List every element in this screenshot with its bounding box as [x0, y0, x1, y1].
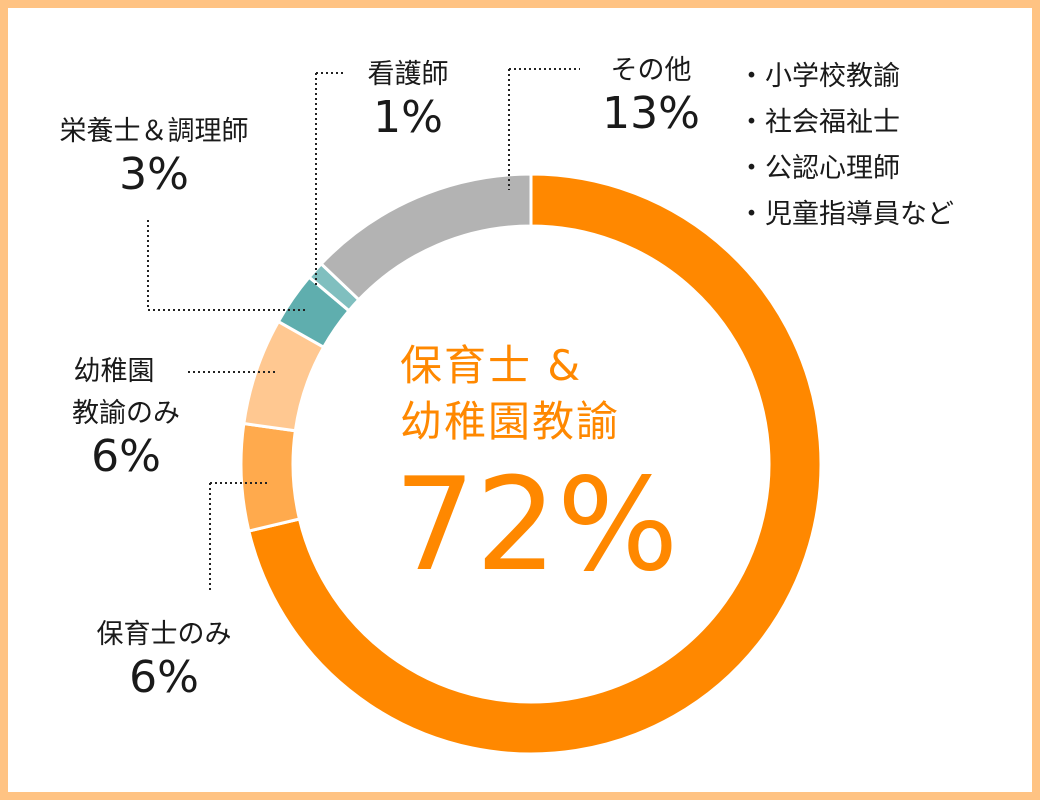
label-hoikushi: 保育士のみ 6% — [74, 618, 254, 704]
label-sonota-name: その他 — [610, 55, 692, 86]
other-item: ・公認心理師 — [738, 153, 900, 184]
center-value: 72% — [394, 451, 679, 600]
donut-segment — [319, 172, 533, 302]
other-item: ・小学校教諭 — [738, 61, 900, 92]
leader-line — [147, 220, 305, 311]
label-kangoshi: 看護師 1% — [348, 58, 468, 144]
label-youchien-pct: 6% — [91, 431, 161, 482]
label-eiyoshi: 栄養士＆調理師 3% — [36, 115, 272, 201]
label-youchien-name1: 幼稚園 — [73, 356, 155, 387]
label-hoikushi-pct: 6% — [129, 652, 199, 703]
label-sonota-pct: 13% — [602, 88, 700, 139]
donut-segment — [239, 421, 302, 533]
other-breakdown-list: ・小学校教諭 ・社会福祉士 ・公認心理師 ・児童指導員など — [738, 54, 954, 238]
label-hoikushi-name: 保育士のみ — [96, 619, 232, 650]
label-youchien: 幼稚園 教諭のみ 6% — [48, 355, 204, 483]
label-sonota: その他 13% — [588, 54, 714, 140]
label-eiyoshi-name: 栄養士＆調理師 — [59, 116, 249, 147]
label-kangoshi-pct: 1% — [373, 92, 443, 143]
other-item: ・児童指導員など — [738, 199, 954, 230]
leader-line — [209, 482, 268, 592]
label-youchien-name2: 教諭のみ — [72, 398, 180, 429]
other-item: ・社会福祉士 — [738, 107, 900, 138]
label-kangoshi-name: 看護師 — [367, 59, 449, 90]
center-label-line1: 保育士 & — [400, 341, 583, 390]
leader-line — [315, 72, 346, 286]
center-label: 保育士 & 幼稚園教諭 72% — [394, 338, 679, 596]
leader-line — [508, 68, 580, 190]
label-eiyoshi-pct: 3% — [119, 149, 189, 200]
center-label-line2: 幼稚園教諭 — [400, 397, 621, 446]
chart-frame — [8, 8, 1032, 792]
donut-segment — [247, 172, 823, 756]
